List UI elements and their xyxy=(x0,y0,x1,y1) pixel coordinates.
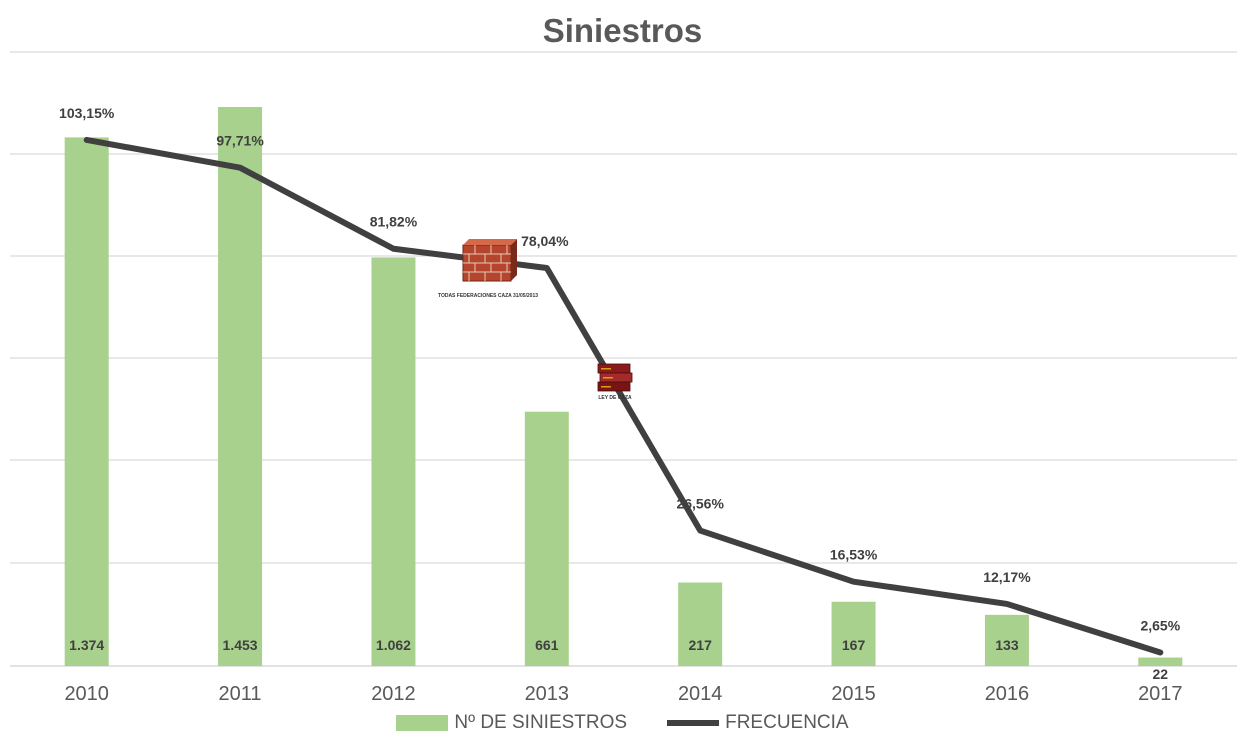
x-tick-label: 2016 xyxy=(985,683,1030,705)
annotations: TODAS FEDERACIONES CAZA 31/05/2013 LEY DE… xyxy=(438,239,633,401)
bar-data-label: 661 xyxy=(535,637,559,653)
bar xyxy=(1138,657,1183,666)
gridlines xyxy=(10,51,1237,667)
books-annotation-label: LEY DE CAZA xyxy=(598,395,632,401)
legend: Nº DE SINIESTROS FRECUENCIA xyxy=(0,712,1245,734)
line-data-label: 12,17% xyxy=(983,569,1031,585)
line-data-label: 97,71% xyxy=(216,133,264,149)
x-tick-label: 2010 xyxy=(64,683,109,705)
bar xyxy=(831,601,876,666)
legend-item-frecuencia: FRECUENCIA xyxy=(667,712,849,734)
wall-side xyxy=(511,239,517,281)
bar xyxy=(218,107,263,666)
bar-data-label: 1.062 xyxy=(376,637,411,653)
line-data-label: 78,04% xyxy=(521,233,569,249)
bar-series xyxy=(64,107,1183,667)
x-tick-label: 2013 xyxy=(525,683,570,705)
bar xyxy=(371,257,416,666)
line-data-label: 16,53% xyxy=(830,547,878,563)
bar-data-label: 1.453 xyxy=(223,637,258,653)
x-tick-label: 2012 xyxy=(371,683,416,705)
x-axis: 2010 2011 2012 2013 2014 2015 2016 2017 xyxy=(64,683,1182,705)
bar-data-label: 1.374 xyxy=(69,637,104,653)
line-data-label: 103,15% xyxy=(59,105,115,121)
legend-item-siniestros: Nº DE SINIESTROS xyxy=(396,712,627,734)
line-series xyxy=(83,136,1164,656)
bar-data-label: 167 xyxy=(842,637,866,653)
bar xyxy=(64,137,109,667)
x-tick-label: 2011 xyxy=(219,683,262,705)
wall-top xyxy=(463,239,517,245)
bar xyxy=(984,614,1029,666)
legend-label-siniestros: Nº DE SINIESTROS xyxy=(454,712,628,733)
line-data-label: 2,65% xyxy=(1140,617,1180,633)
x-tick-label: 2015 xyxy=(831,683,876,705)
legend-swatch-bar xyxy=(396,715,449,731)
legend-label-frecuencia: FRECUENCIA xyxy=(725,712,849,733)
bar-data-label: 133 xyxy=(995,637,1019,653)
brick-wall-icon xyxy=(462,239,517,282)
book-gilt xyxy=(601,368,611,370)
book xyxy=(597,381,631,392)
book-gilt xyxy=(603,377,613,379)
bar-data-label: 217 xyxy=(689,637,713,653)
legend-swatch-line xyxy=(667,720,720,726)
line-data-label: 26,56% xyxy=(676,496,724,512)
x-tick-label: 2017 xyxy=(1138,683,1183,705)
data-labels: 1.374 1.453 1.062 661 217 167 133 22 103,15% 97,7… xyxy=(59,105,1181,682)
chart-title: Siniestros xyxy=(542,12,703,49)
frecuencia-line xyxy=(83,136,1164,656)
line-data-label: 81,82% xyxy=(370,214,418,230)
bar xyxy=(524,411,569,666)
law-books-icon xyxy=(597,363,633,392)
book-gilt xyxy=(601,386,611,388)
bar-data-label: 22 xyxy=(1153,666,1169,682)
bar xyxy=(678,582,723,666)
x-tick-label: 2014 xyxy=(678,683,723,705)
wall-annotation-label: TODAS FEDERACIONES CAZA 31/05/2013 xyxy=(438,293,538,299)
